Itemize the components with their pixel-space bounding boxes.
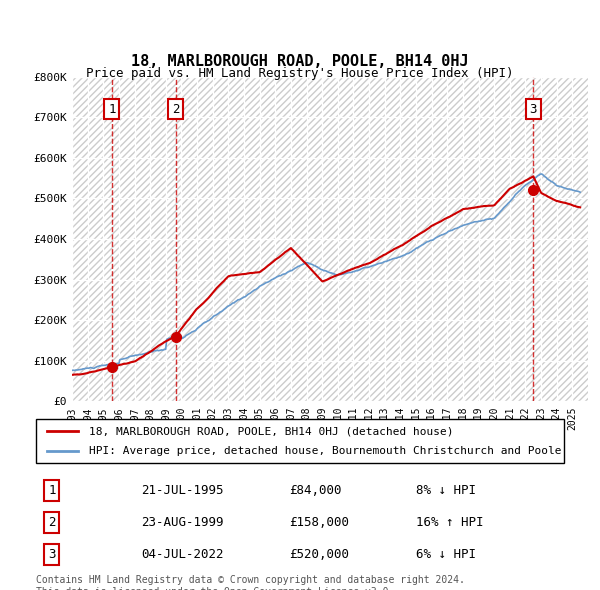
FancyBboxPatch shape (36, 419, 564, 463)
Text: HPI: Average price, detached house, Bournemouth Christchurch and Poole: HPI: Average price, detached house, Bour… (89, 446, 562, 455)
Text: 2: 2 (48, 516, 56, 529)
Text: 6% ↓ HPI: 6% ↓ HPI (416, 548, 476, 561)
Text: 04-JUL-2022: 04-JUL-2022 (142, 548, 224, 561)
Text: 21-JUL-1995: 21-JUL-1995 (142, 484, 224, 497)
Text: 8% ↓ HPI: 8% ↓ HPI (416, 484, 476, 497)
Text: 18, MARLBOROUGH ROAD, POOLE, BH14 0HJ: 18, MARLBOROUGH ROAD, POOLE, BH14 0HJ (131, 54, 469, 70)
Text: 3: 3 (48, 548, 56, 561)
Text: Price paid vs. HM Land Registry's House Price Index (HPI): Price paid vs. HM Land Registry's House … (86, 67, 514, 80)
Text: £520,000: £520,000 (289, 548, 349, 561)
Text: 2: 2 (172, 103, 180, 116)
Text: 23-AUG-1999: 23-AUG-1999 (142, 516, 224, 529)
Text: £84,000: £84,000 (289, 484, 342, 497)
Text: 1: 1 (108, 103, 116, 116)
Text: £158,000: £158,000 (289, 516, 349, 529)
Text: Contains HM Land Registry data © Crown copyright and database right 2024.
This d: Contains HM Land Registry data © Crown c… (36, 575, 465, 590)
Text: 18, MARLBOROUGH ROAD, POOLE, BH14 0HJ (detached house): 18, MARLBOROUGH ROAD, POOLE, BH14 0HJ (d… (89, 427, 454, 436)
Text: 3: 3 (530, 103, 537, 116)
Text: 16% ↑ HPI: 16% ↑ HPI (416, 516, 484, 529)
Text: 1: 1 (48, 484, 56, 497)
